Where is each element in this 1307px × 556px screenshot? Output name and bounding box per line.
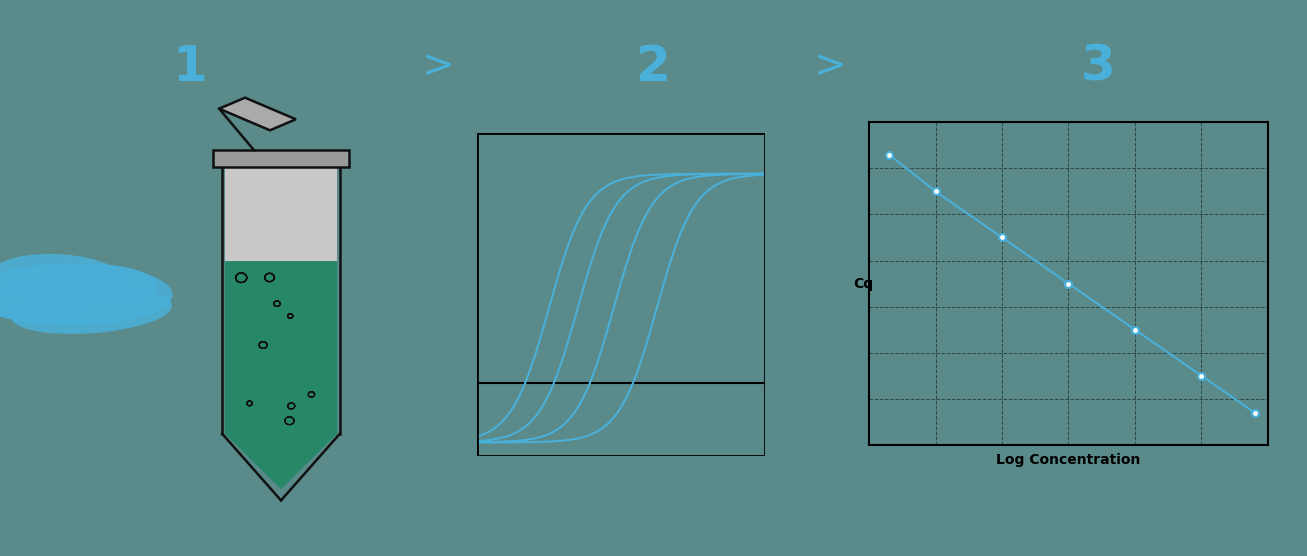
Ellipse shape xyxy=(39,264,157,303)
Text: >: > xyxy=(814,48,846,86)
Text: 3: 3 xyxy=(1081,43,1115,91)
Bar xyxy=(477,133,765,456)
Bar xyxy=(225,167,337,261)
Polygon shape xyxy=(225,261,337,489)
Ellipse shape xyxy=(0,264,173,326)
Polygon shape xyxy=(220,98,295,130)
Ellipse shape xyxy=(10,289,173,334)
Text: 1: 1 xyxy=(173,43,207,91)
Y-axis label: Cq: Cq xyxy=(853,276,873,291)
Bar xyxy=(213,150,349,167)
X-axis label: Log Concentration: Log Concentration xyxy=(996,453,1141,467)
Text: 2: 2 xyxy=(637,43,670,91)
Ellipse shape xyxy=(0,254,125,302)
Ellipse shape xyxy=(0,280,91,321)
Text: >: > xyxy=(422,48,454,86)
